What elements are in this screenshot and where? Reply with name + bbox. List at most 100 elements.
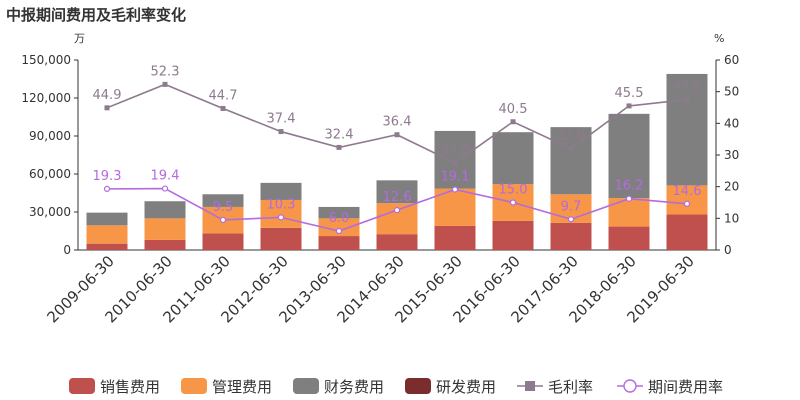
legend-swatch	[293, 378, 319, 394]
bar-segment	[318, 206, 360, 219]
left-tick-label: 90,000	[29, 129, 71, 143]
right-tick-label: 50	[724, 85, 739, 99]
left-axis-unit: 万	[74, 32, 85, 45]
line-point	[509, 199, 517, 206]
line-point	[335, 227, 343, 235]
data-label: 32.0	[557, 129, 586, 144]
line-point	[278, 129, 284, 135]
data-label: 15.0	[499, 183, 528, 198]
left-tick-label: 150,000	[21, 53, 71, 67]
bar-segment	[376, 234, 418, 250]
data-label: 52.3	[151, 64, 180, 79]
legend-swatch	[405, 378, 431, 394]
right-tick-label: 40	[724, 116, 739, 130]
legend-label: 管理费用	[212, 378, 272, 396]
legend-marker	[525, 381, 535, 391]
data-label: 10.3	[267, 197, 296, 212]
line-point	[220, 105, 226, 111]
bar-segment	[666, 73, 708, 186]
legend-item[interactable]: 管理费用	[181, 378, 272, 396]
data-label: 32.4	[325, 127, 354, 142]
bar-segment	[550, 222, 592, 250]
right-tick-label: 0	[724, 243, 732, 257]
right-tick-label: 10	[724, 211, 739, 225]
line-point	[625, 195, 633, 202]
bar-segment	[86, 243, 128, 250]
legend-label: 研发费用	[436, 378, 496, 396]
line-point	[684, 97, 690, 103]
data-label: 12.6	[383, 190, 412, 205]
legend-item[interactable]: 财务费用	[293, 378, 384, 396]
data-label: 45.5	[615, 86, 644, 101]
left-tick-label: 60,000	[29, 167, 71, 181]
right-tick-label: 60	[724, 53, 739, 67]
legend-swatch	[181, 378, 207, 394]
data-label: 44.7	[209, 88, 238, 103]
legend-item[interactable]: 毛利率	[517, 378, 593, 396]
left-tick-label: 0	[63, 243, 71, 257]
line-point	[394, 132, 400, 138]
line-point	[452, 160, 458, 166]
data-label: 14.6	[673, 184, 702, 199]
bar-segment	[318, 236, 360, 250]
line-point	[103, 185, 111, 192]
bar-segment	[608, 226, 650, 250]
bar-segment	[666, 214, 708, 250]
data-label: 36.4	[383, 115, 412, 130]
data-label: 37.4	[267, 112, 296, 127]
legend-label: 销售费用	[100, 378, 160, 396]
line-point	[510, 119, 516, 125]
right-tick-label: 30	[724, 148, 739, 162]
legend-item[interactable]: 期间费用率	[617, 378, 723, 396]
line-point	[219, 216, 227, 224]
bar-segment	[144, 218, 186, 240]
legend-label: 财务费用	[324, 378, 384, 396]
data-label: 47.5	[673, 80, 702, 95]
left-tick-label: 30,000	[29, 205, 71, 219]
line-point	[567, 216, 575, 223]
data-label: 6.0	[329, 211, 350, 226]
bar-segment	[260, 199, 302, 228]
bar-segment	[86, 212, 128, 226]
bar-segment	[144, 239, 186, 250]
data-label: 44.9	[93, 88, 122, 103]
data-label: 19.4	[151, 169, 180, 184]
bar-segment	[434, 130, 476, 189]
bar-segment	[318, 218, 360, 237]
chart-title: 中报期间费用及毛利率变化	[6, 6, 187, 24]
line-point	[568, 146, 574, 152]
bar-segment	[434, 225, 476, 250]
legend-item[interactable]: 研发费用	[405, 378, 496, 396]
data-label: 9.5	[213, 200, 234, 215]
data-label: 19.3	[93, 169, 122, 184]
line-point	[451, 186, 459, 193]
line-point	[277, 214, 285, 221]
bar-segment	[608, 113, 650, 199]
bar-segment	[202, 233, 244, 250]
data-label: 40.5	[499, 102, 528, 117]
legend-label: 期间费用率	[648, 378, 723, 396]
left-tick-label: 120,000	[21, 91, 71, 105]
bar-segment	[608, 198, 650, 227]
line-point	[336, 144, 342, 150]
bar-segment	[202, 194, 244, 207]
bar-segment	[492, 132, 534, 185]
data-label: 19.1	[441, 170, 470, 185]
line-point	[104, 105, 110, 111]
bar-segment	[86, 225, 128, 244]
legend-marker	[623, 379, 637, 393]
bar-segment	[492, 220, 534, 250]
line-point	[161, 185, 169, 192]
data-label: 27.5	[441, 143, 470, 158]
right-axis-unit: %	[714, 32, 724, 45]
legend-label: 毛利率	[548, 378, 593, 396]
bar-segment	[260, 182, 302, 200]
bar-segment	[144, 201, 186, 219]
bar-segment	[666, 185, 708, 215]
bar-segment	[376, 180, 418, 204]
line-point	[683, 200, 691, 207]
legend-item[interactable]: 销售费用	[69, 378, 160, 396]
legend-swatch	[69, 378, 95, 394]
line-point	[393, 207, 401, 214]
